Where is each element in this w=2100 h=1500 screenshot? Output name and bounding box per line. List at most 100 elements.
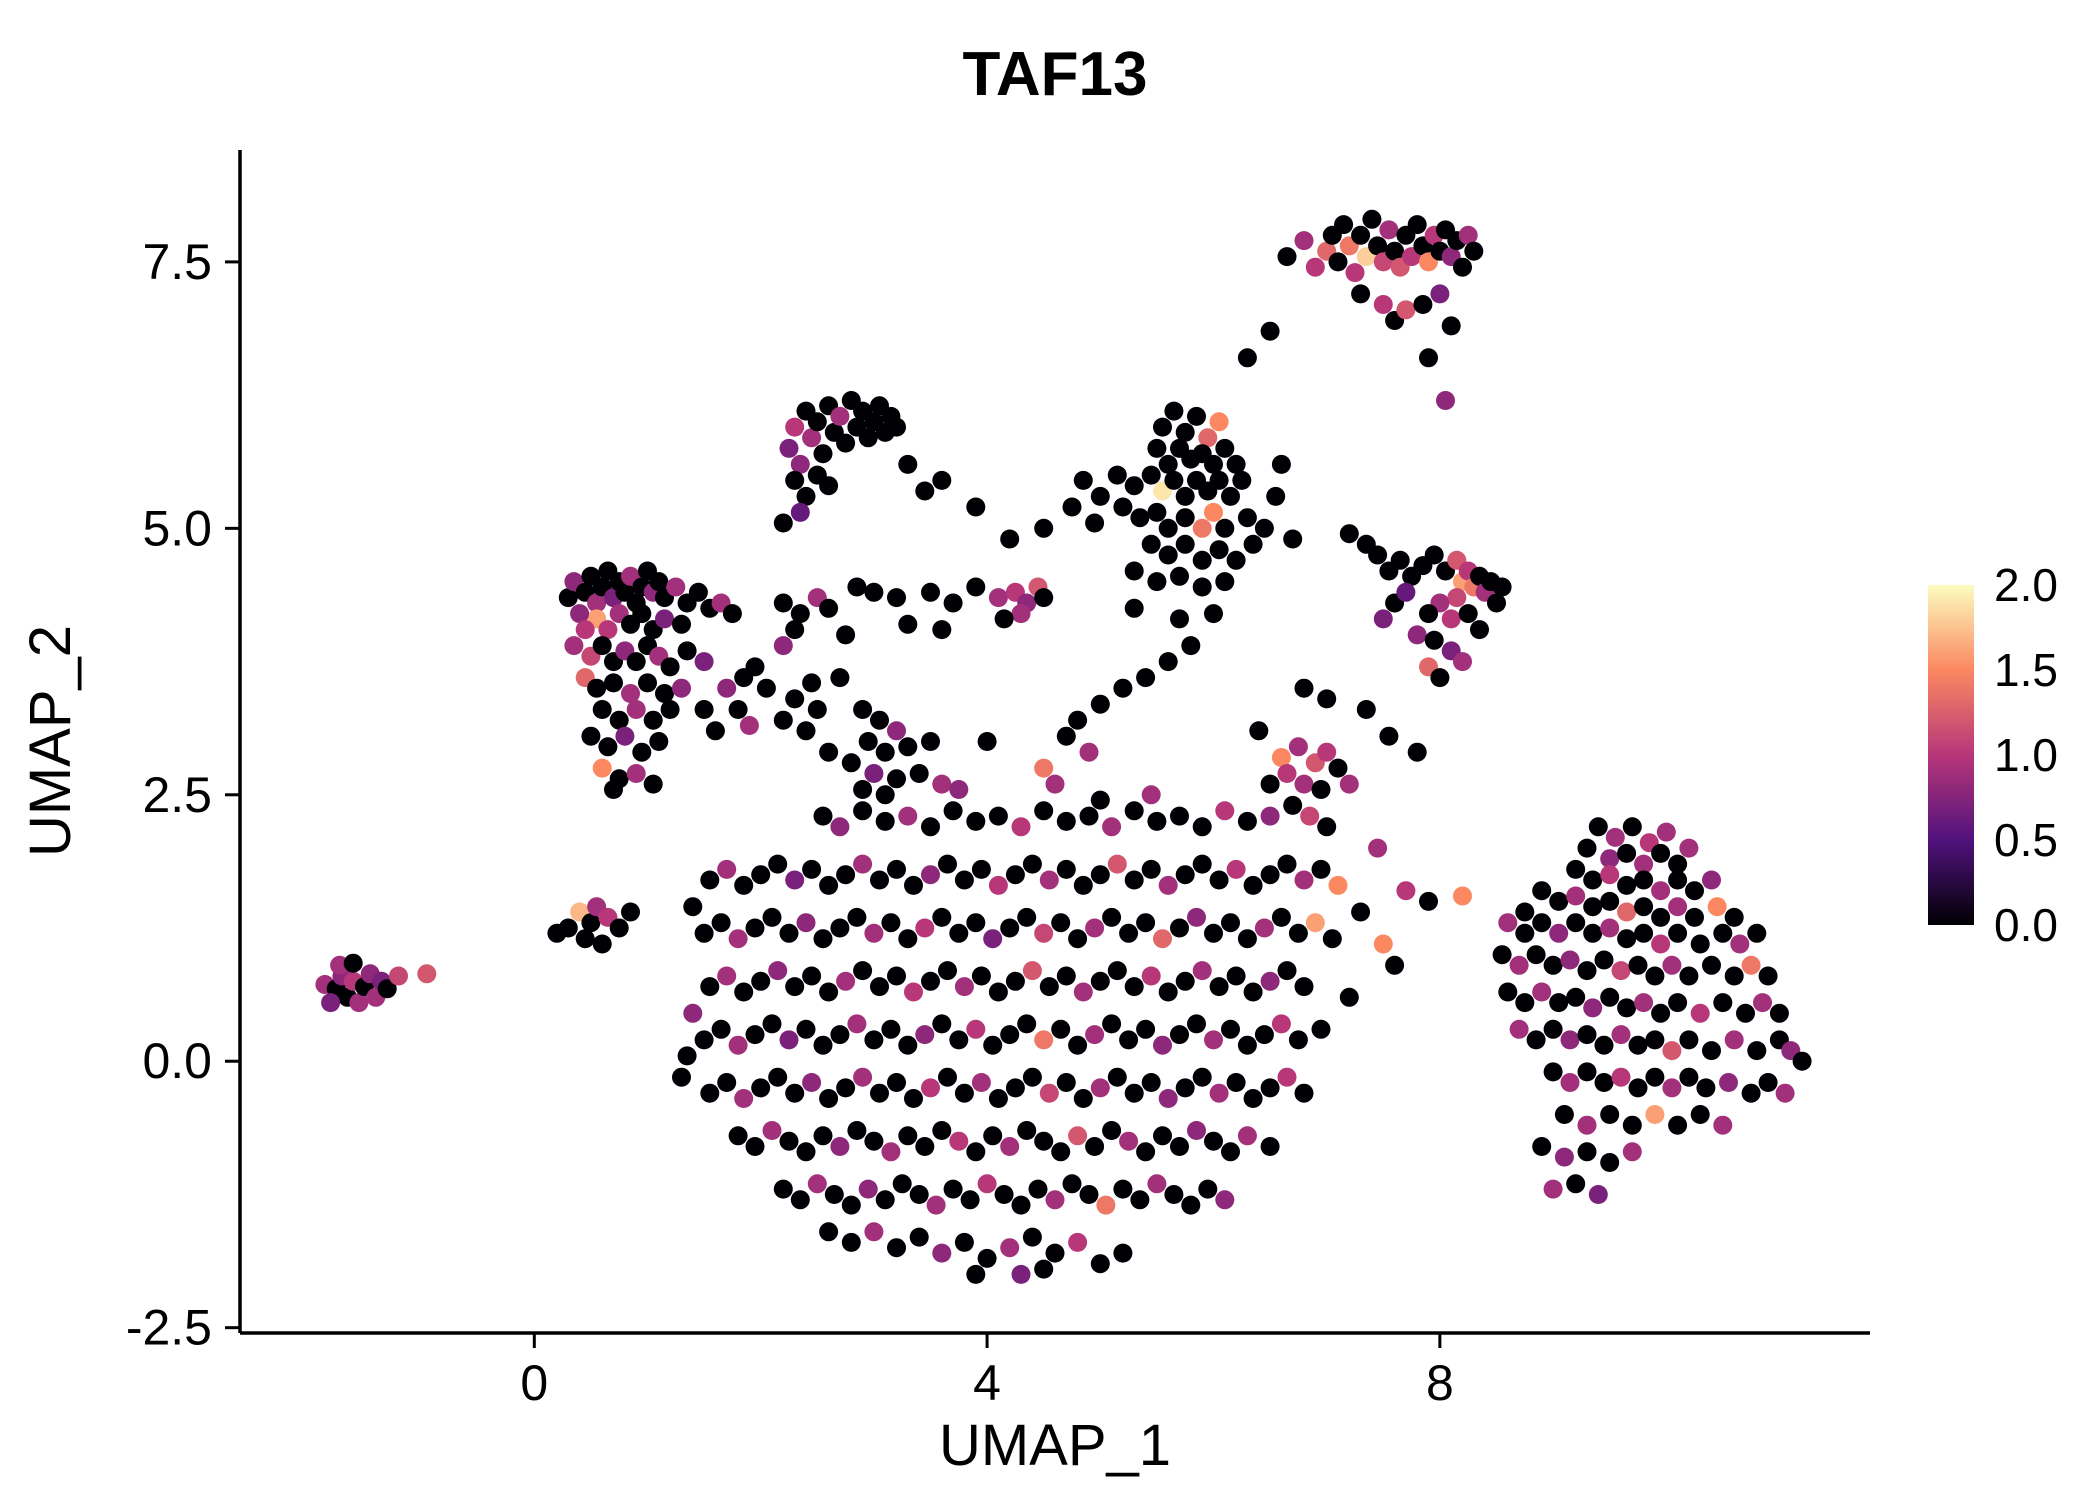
data-point [1034,1259,1054,1279]
data-point [887,769,906,789]
data-point [1634,897,1654,917]
data-point [1011,1195,1031,1215]
data-point [632,742,652,762]
data-point [1107,1067,1127,1087]
data-point [1419,604,1438,624]
data-point [1277,1067,1297,1087]
data-point [915,918,935,938]
data-point [1328,875,1348,895]
data-point [1034,801,1054,821]
data-point [887,417,906,437]
data-point [1356,534,1376,554]
data-point [1260,774,1280,794]
data-point [1056,966,1076,986]
data-point [1102,1121,1122,1140]
data-point [1226,859,1246,879]
data-point [694,923,714,943]
data-point [1662,1078,1682,1098]
data-point [1424,630,1444,650]
y-tick-label: 7.5 [142,234,212,290]
data-point [1594,950,1614,970]
data-point [1124,801,1144,821]
data-point [1085,1025,1105,1045]
data-point [864,582,884,602]
data-point [1526,945,1546,965]
data-point [1130,1190,1150,1210]
data-point [1192,854,1212,874]
data-point [1192,577,1212,597]
data-point [1628,1078,1648,1098]
data-point [949,923,969,943]
data-point [592,934,612,954]
data-point [1651,881,1671,901]
data-point [1204,1131,1223,1151]
data-point [1209,1083,1229,1103]
data-point [1068,1035,1088,1055]
x-tick-label: 0 [520,1355,548,1411]
data-point [1277,961,1297,981]
x-tick-label: 4 [973,1355,1001,1411]
data-point [722,604,742,624]
data-point [1237,811,1257,831]
data-point [1198,428,1218,448]
data-point [796,721,816,741]
data-point [1209,977,1229,997]
data-point [1192,518,1212,538]
data-point [1113,1243,1133,1263]
data-point [1702,1041,1721,1061]
data-point [773,636,793,656]
data-point [1379,726,1399,746]
data-point [1628,955,1648,975]
data-point [694,652,714,672]
data-point [898,806,918,826]
data-point [875,742,895,762]
data-point [1034,1030,1054,1050]
data-point [1662,955,1682,975]
data-point [1237,1126,1257,1146]
data-point [1073,875,1093,895]
data-point [1271,454,1291,474]
data-point [813,929,833,949]
data-point [954,1083,974,1103]
data-point [1430,668,1450,688]
data-point [1634,993,1654,1013]
data-point [1221,486,1240,506]
data-point [921,865,940,885]
data-point [1430,284,1450,304]
data-point [802,673,822,693]
data-point [887,1073,906,1092]
data-point [915,481,935,501]
data-point [1747,1041,1767,1061]
data-point [1328,758,1348,778]
data-point [1577,1142,1597,1162]
data-point [1317,817,1337,837]
data-point [672,1067,691,1087]
data-point [1034,518,1054,538]
data-point [1373,295,1393,314]
data-point [1011,604,1031,624]
data-point [1147,572,1167,592]
data-point [1288,923,1308,943]
data-point [1158,518,1178,538]
data-point [1226,550,1246,570]
data-point [1107,961,1127,981]
data-point [988,875,1008,895]
data-point [807,1174,827,1194]
data-point [971,1073,991,1092]
data-point [1413,295,1433,314]
data-point [1719,1073,1738,1092]
data-point [909,1185,929,1204]
data-point [1713,993,1733,1013]
data-point [1062,1174,1082,1194]
data-point [734,982,754,1002]
data-point [807,700,827,719]
data-point [813,806,833,826]
data-point [796,913,816,933]
data-point [887,721,906,741]
data-point [1209,470,1229,490]
data-point [796,1142,816,1162]
data-point [1543,1019,1563,1039]
data-point [1498,913,1518,933]
data-point [887,588,906,608]
data-point [1543,1062,1563,1082]
